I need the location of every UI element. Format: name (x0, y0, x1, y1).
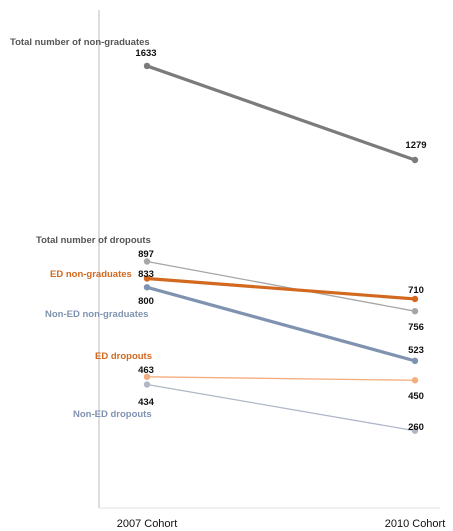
series-line-non-ed-non-graduates (145, 285, 417, 363)
series-line-non-ed-dropouts (146, 383, 416, 432)
value-label-2007-non-ed-non-graduates: 800 (138, 296, 154, 307)
series-line-ed-non-graduates (145, 276, 417, 301)
point-2010-non-ed-dropouts (411, 427, 419, 434)
series-label-non-ed-non-graduates: Non-ED non-graduates (45, 309, 148, 320)
series-label-ed-non-graduates: ED non-graduates (50, 269, 132, 280)
point-2010-total-non-graduates (411, 156, 419, 164)
value-label-2010-non-ed-dropouts: 260 (408, 422, 424, 433)
series-label-non-ed-dropouts: Non-ED dropouts (73, 409, 152, 420)
point-2010-ed-dropouts (411, 377, 419, 384)
series-line-ed-dropouts (146, 376, 416, 381)
series-label-total-non-graduates: Total number of non-graduates (10, 37, 150, 48)
point-2007-total-dropouts (143, 258, 151, 265)
value-label-2010-ed-non-graduates: 756 (408, 322, 424, 333)
series-line-total-dropouts (146, 260, 416, 312)
series-label-total-dropouts: Total number of dropouts (36, 235, 151, 246)
point-2007-ed-dropouts (143, 373, 151, 381)
value-label-2010-ed-dropouts: 450 (408, 391, 424, 402)
value-label-2007-ed-non-graduates: 833 (138, 269, 154, 280)
value-label-2007-non-ed-dropouts: 434 (138, 397, 155, 408)
value-label-2007-total-dropouts: 897 (138, 249, 154, 260)
series-line-total-non-graduates (145, 64, 417, 162)
value-label-2010-non-ed-non-graduates: 523 (408, 345, 424, 356)
point-2007-total-non-graduates (143, 62, 151, 70)
value-label-2010-total-non-graduates: 1279 (405, 140, 426, 151)
point-2007-ed-non-graduates (143, 275, 151, 282)
value-label-2007-ed-dropouts: 463 (138, 365, 154, 376)
value-label-2010-total-dropouts: 710 (408, 285, 424, 296)
point-2010-total-dropouts (411, 307, 419, 315)
x-tick-label-2007: 2007 Cohort (117, 518, 178, 530)
point-2007-non-ed-non-graduates (143, 284, 151, 291)
point-2010-ed-non-graduates (411, 295, 419, 303)
series-label-ed-dropouts: ED dropouts (95, 351, 152, 362)
point-2010-non-ed-non-graduates (411, 357, 419, 365)
point-2007-non-ed-dropouts (143, 381, 151, 388)
x-tick-label-2010: 2010 Cohort (385, 518, 446, 530)
value-label-2007-total-non-graduates: 1633 (135, 48, 156, 59)
